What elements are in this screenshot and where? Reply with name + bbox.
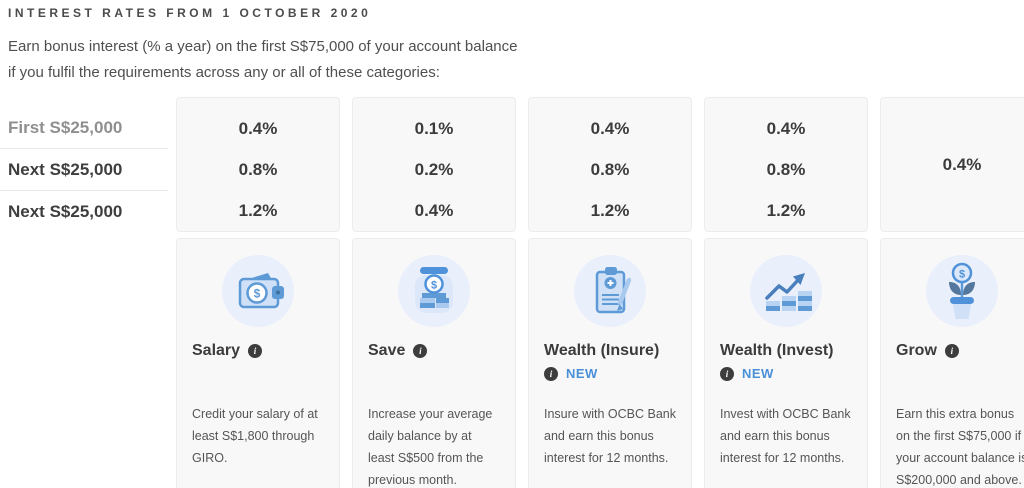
svg-text:$: $ (254, 287, 261, 301)
category-card-wealth-insure: Wealth (Insure) i NEW Insure with OCBC B… (528, 238, 692, 488)
category-card-grow: $ Grow i Earn this extra bonus on the fi… (880, 238, 1024, 488)
rate-card-salary: 0.4% 0.8% 1.2% (176, 97, 340, 232)
info-icon[interactable]: i (413, 344, 428, 358)
new-badge: NEW (566, 366, 598, 381)
rate-card-wealth-insure: 0.4% 0.8% 1.2% (528, 97, 692, 232)
column-wealth-invest: 0.4% 0.8% 1.2% (704, 97, 868, 488)
category-name: Grow (896, 342, 937, 359)
tier-label-first-25000: First S$25,000 (0, 107, 168, 149)
tier-label-next-25000-a: Next S$25,000 (0, 149, 168, 191)
category-name: Save (368, 342, 406, 359)
info-icon[interactable]: i (720, 366, 734, 381)
rate-value: 1.2% (238, 200, 278, 220)
category-description: Insure with OCBC Bank and earn this bonu… (544, 407, 676, 465)
wallet-icon: $ (192, 253, 324, 329)
savings-jar-icon: $ (368, 253, 500, 329)
rate-value: 0.1% (414, 118, 454, 138)
rate-value: 0.8% (590, 159, 630, 179)
rate-value: 0.4% (590, 118, 630, 138)
rate-card-wealth-invest: 0.4% 0.8% 1.2% (704, 97, 868, 232)
category-description: Credit your salary of at least S$1,800 t… (192, 407, 318, 465)
category-description: Earn this extra bonus on the first S$75,… (896, 407, 1024, 487)
rate-card-grow: 0.4% (880, 97, 1024, 232)
category-name: Wealth (Invest) (720, 342, 834, 359)
growth-plant-icon: $ (896, 253, 1024, 329)
insurance-clipboard-icon (544, 253, 676, 329)
page-subtitle: Earn bonus interest (% a year) on the fi… (8, 38, 518, 81)
rate-value: 0.2% (414, 159, 454, 179)
category-columns: 0.4% 0.8% 1.2% $ (176, 97, 1024, 488)
category-name: Wealth (Insure) (544, 342, 660, 359)
rate-value: 0.8% (238, 159, 278, 179)
category-card-salary: $ Salary i Credit your salary of at leas… (176, 238, 340, 488)
page-title: INTEREST RATES FROM 1 OCTOBER 2020 (8, 6, 372, 20)
svg-text:$: $ (431, 280, 437, 292)
rate-value: 1.2% (590, 200, 630, 220)
category-card-wealth-invest: Wealth (Invest) i NEW Invest with OCBC B… (704, 238, 868, 488)
svg-text:$: $ (959, 269, 965, 281)
tier-label-next-25000-b: Next S$25,000 (8, 202, 123, 221)
category-card-save: $ Save i Increase your average daily bal… (352, 238, 516, 488)
category-name: Salary (192, 342, 241, 359)
rate-value: 0.4% (238, 118, 278, 138)
tier-labels: First S$25,000 Next S$25,000 Next S$25,0… (0, 97, 168, 233)
rate-value: 1.2% (766, 200, 806, 220)
rate-value: 0.4% (766, 118, 806, 138)
info-icon[interactable]: i (248, 344, 263, 358)
info-icon[interactable]: i (544, 366, 558, 381)
new-badge: NEW (742, 366, 774, 381)
info-icon[interactable]: i (944, 344, 959, 358)
investment-chart-icon (720, 253, 852, 329)
column-wealth-insure: 0.4% 0.8% 1.2% (528, 97, 692, 488)
rate-value: 0.4% (942, 154, 982, 174)
rate-value: 0.8% (766, 159, 806, 179)
column-salary: 0.4% 0.8% 1.2% $ (176, 97, 340, 488)
column-save: 0.1% 0.2% 0.4% $ (352, 97, 516, 488)
category-description: Invest with OCBC Bank and earn this bonu… (720, 407, 851, 465)
category-description: Increase your average daily balance by a… (368, 407, 493, 487)
rate-value: 0.4% (414, 200, 454, 220)
rate-card-save: 0.1% 0.2% 0.4% (352, 97, 516, 232)
column-grow: 0.4% $ Grow (880, 97, 1024, 488)
